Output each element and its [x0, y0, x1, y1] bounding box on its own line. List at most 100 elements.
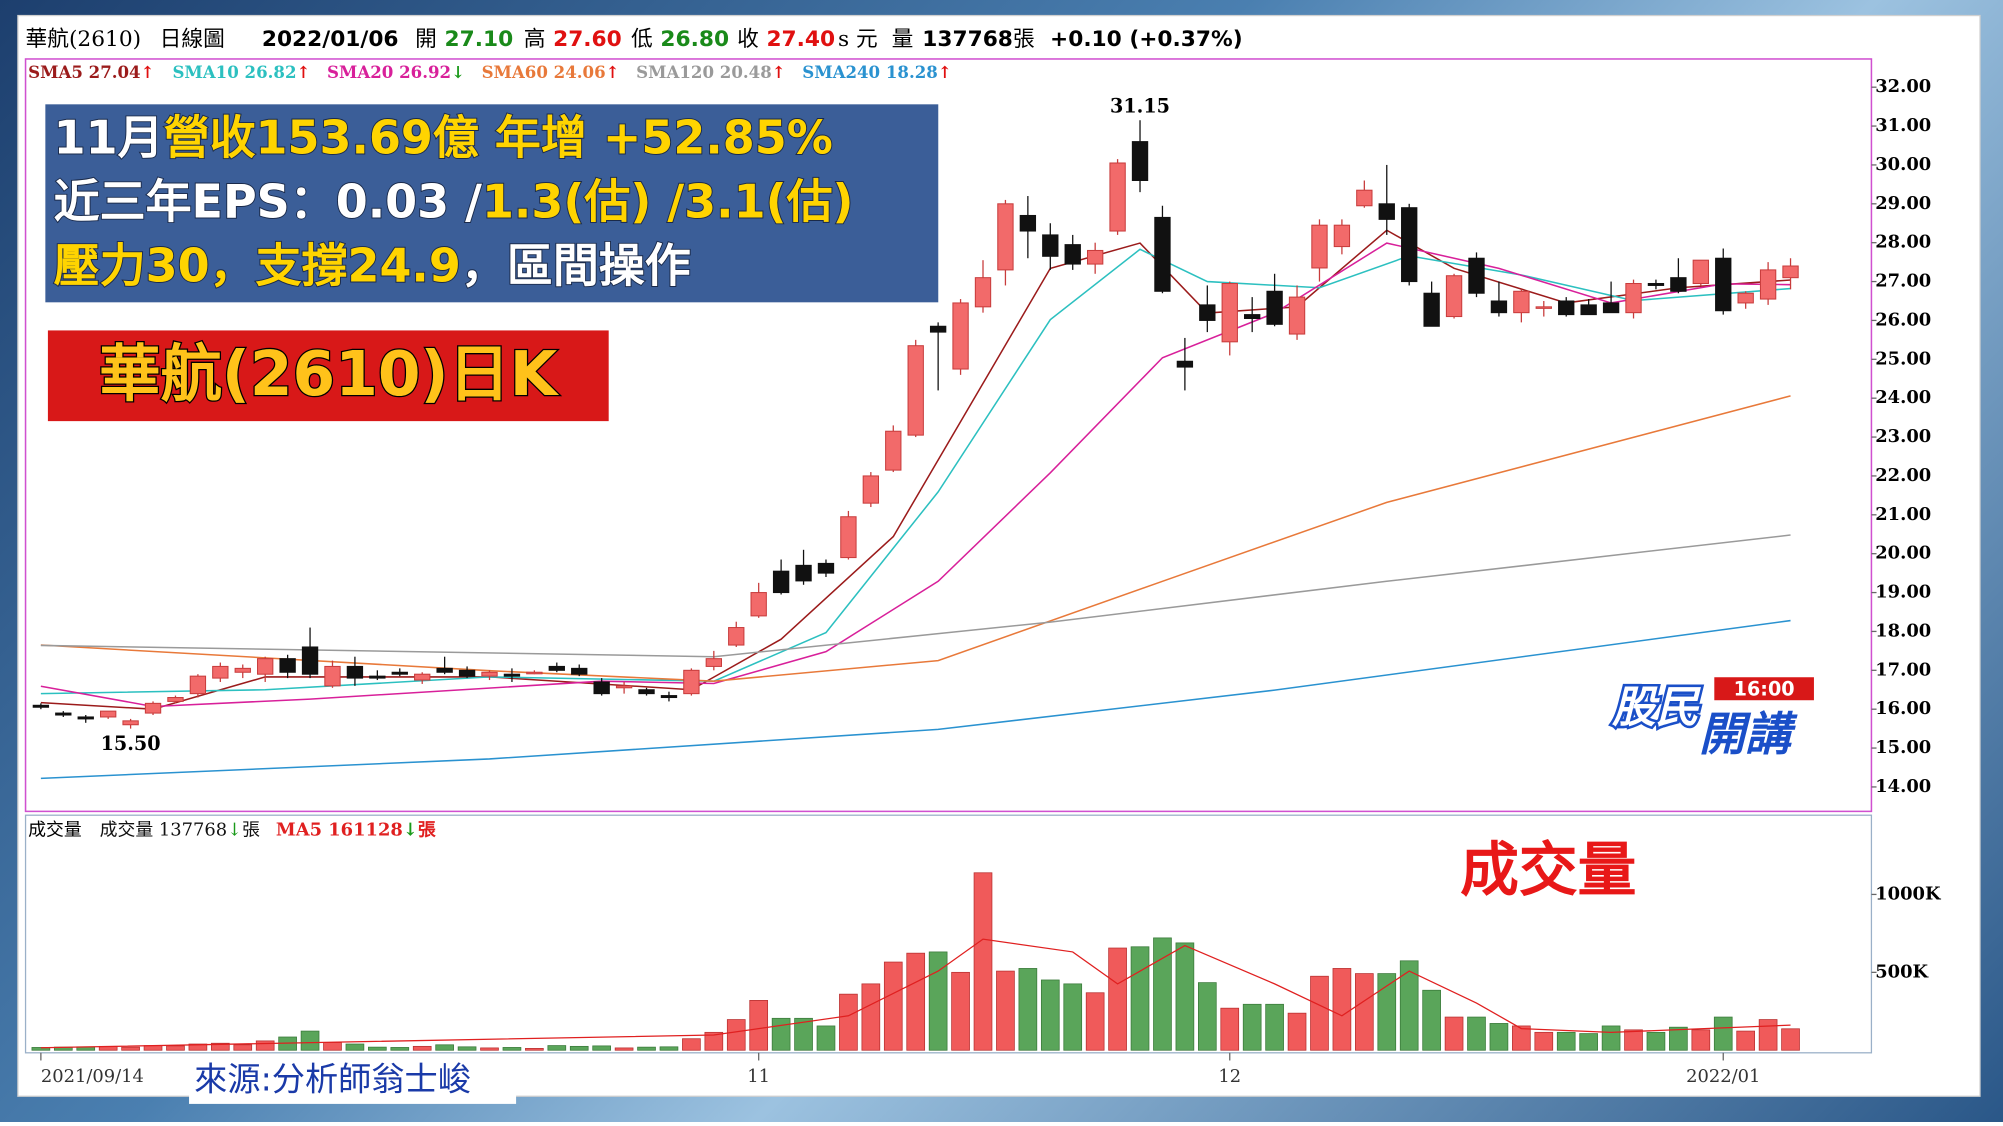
- legend-label: SMA20 26.92: [327, 62, 451, 82]
- candle-body: [1490, 300, 1508, 314]
- volume-bar: [659, 1046, 679, 1051]
- candle-body: [1513, 290, 1530, 314]
- candle-body: [1176, 360, 1194, 368]
- low-label: 低: [631, 27, 653, 52]
- volume-bar: [1108, 947, 1127, 1051]
- y-tick-label: 21.00: [1875, 504, 1931, 525]
- ma-line: [40, 534, 1791, 658]
- volume-bar: [1130, 946, 1150, 1051]
- x-tick-label: 11: [747, 1066, 770, 1087]
- volume-bar: [1713, 1016, 1733, 1051]
- volume: 137768: [922, 27, 1013, 52]
- volume-legend-arrow: ↓: [403, 820, 418, 841]
- y-tick-label: 27.00: [1875, 271, 1931, 292]
- volume-bar: [1422, 989, 1441, 1051]
- volume-bar: [637, 1046, 656, 1051]
- legend-item: SMA10 26.82↑: [172, 62, 310, 82]
- candle-body: [817, 562, 835, 574]
- candle-body: [1356, 189, 1373, 207]
- logo: 股民 16:00 開講: [1609, 677, 1814, 763]
- volume-bar: [726, 1019, 746, 1051]
- volume-label: 量: [892, 27, 914, 52]
- y-tick-label: 16.00: [1875, 698, 1931, 719]
- candle-body: [1670, 277, 1687, 292]
- y-tick-label: 29.00: [1875, 193, 1931, 214]
- volume-bar: [1736, 1030, 1756, 1051]
- volume-bar: [1781, 1028, 1800, 1051]
- volume-bar: [1534, 1031, 1554, 1051]
- candle-body: [32, 704, 50, 708]
- volume-bar: [1085, 992, 1105, 1051]
- legend-item: SMA60 24.06↑: [482, 62, 620, 82]
- y-tick-label: 23.00: [1875, 426, 1931, 447]
- open-label: 開: [415, 27, 437, 52]
- candle-body: [1692, 259, 1709, 285]
- volume-bar: [794, 1017, 813, 1051]
- candle-body: [1558, 300, 1575, 316]
- x-tick-label: 2021/09/14: [41, 1066, 144, 1087]
- candle-body: [1131, 141, 1149, 181]
- volume-bar: [1579, 1033, 1598, 1051]
- volume-bar: [412, 1045, 432, 1051]
- badge: 華航(2610)日K: [99, 339, 560, 410]
- candle-body: [414, 673, 431, 681]
- candle-body: [144, 702, 162, 714]
- y-tick-label: 15.00: [1875, 737, 1931, 758]
- volume-legend-unit: 張: [242, 820, 260, 841]
- volume-bar: [368, 1046, 387, 1051]
- volume-bar: [1646, 1031, 1666, 1051]
- ma-line: [40, 619, 1791, 780]
- volume-bar: [1601, 1025, 1621, 1051]
- volume-bar: [1332, 968, 1352, 1051]
- volume-bar: [996, 970, 1015, 1051]
- candle-body: [1019, 214, 1037, 232]
- candle-body: [122, 720, 139, 726]
- volume-bar: [547, 1045, 567, 1051]
- candle-body: [458, 669, 476, 677]
- ma-line: [40, 242, 1791, 708]
- candle-body: [1580, 304, 1597, 316]
- x-tick-label: 2022/01: [1686, 1066, 1760, 1087]
- candle-body: [167, 697, 184, 702]
- badge-box: [44, 326, 613, 425]
- legend-label: SMA10 26.82: [172, 62, 296, 82]
- candle-body: [1445, 275, 1463, 318]
- info-segment: ，區間操作: [461, 238, 691, 292]
- candle-body: [1647, 282, 1665, 286]
- legend-label: SMA5 27.04: [28, 62, 141, 82]
- volume-bar: [1624, 1029, 1643, 1051]
- volume-tick-label: 500K: [1875, 961, 1929, 982]
- y-tick-label: 26.00: [1875, 309, 1931, 330]
- volume-bar: [525, 1048, 544, 1051]
- y-tick-label: 17.00: [1875, 659, 1931, 680]
- volume-bar: [300, 1030, 320, 1051]
- candle-body: [772, 570, 790, 594]
- logo-top: 股民: [1611, 683, 1701, 733]
- candle-body: [638, 689, 655, 695]
- legend-label: SMA120 20.48: [636, 62, 772, 82]
- candle-body: [1715, 257, 1732, 312]
- volume-pane: [24, 814, 1873, 1054]
- plot: 14.00 15.00 16.00 17.00 18.00 19.00 20.00 21.00…: [28, 62, 1942, 1088]
- volume-bar: [592, 1045, 611, 1051]
- legend-arrow: ↑: [297, 62, 311, 82]
- info-line: 11月營收153.69億 年增 +52.85%: [54, 110, 833, 164]
- volume-bar: [682, 1038, 701, 1051]
- y-tick-label: 30.00: [1875, 154, 1931, 175]
- candle-body: [436, 667, 453, 673]
- candle-body: [55, 712, 72, 716]
- date: 2022/01/06: [262, 27, 399, 52]
- legend-item: SMA5 27.04↑: [28, 62, 154, 82]
- candle-body: [952, 302, 969, 370]
- volume-bar: [121, 1046, 140, 1051]
- volume-legend-text: 成交量 137768: [100, 820, 228, 841]
- y-tick-label: 14.00: [1875, 776, 1931, 797]
- volume-bar: [188, 1043, 208, 1051]
- candle-body: [77, 716, 94, 720]
- high: 27.60: [553, 27, 622, 52]
- candle-body: [1759, 269, 1777, 300]
- volume-bar: [1153, 937, 1172, 1051]
- candle-body: [795, 564, 812, 582]
- legend-label: SMA240 18.28: [802, 62, 938, 82]
